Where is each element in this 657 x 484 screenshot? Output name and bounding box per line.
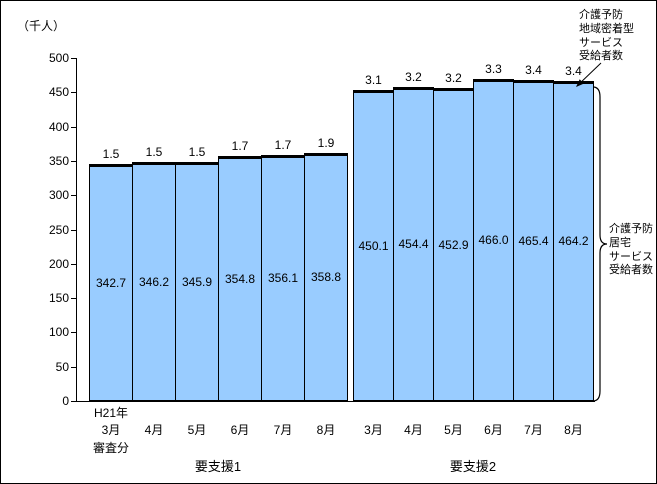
bar-segment-home-service [353,92,394,401]
x-axis-month-label: 7月 [524,423,543,437]
y-axis-tick-label: 250 [48,223,69,237]
x-axis-group-label: 要支援1 [194,459,242,474]
y-axis-tick-label: 400 [48,120,69,134]
bar-value-label-community: 3.2 [405,70,422,84]
bar-segment-community-service [393,87,434,89]
y-axis-tick-label: 0 [62,394,69,408]
bar-segment-community-service [473,79,514,81]
y-axis-tick-mark [71,92,76,93]
y-axis-tick-mark [71,298,76,299]
bar-value-label-home: 465.4 [518,233,549,248]
y-axis-tick-label: 450 [48,85,69,99]
bar-segment-community-service [218,156,262,158]
y-axis-tick-label: 300 [48,188,69,202]
bar-segment-community-service [433,88,474,90]
bar-value-label-community: 1.5 [145,145,163,159]
x-axis-line [76,401,595,402]
bar-value-label-home: 358.8 [310,270,342,284]
x-axis-month-label: 7月 [273,423,293,437]
x-axis-month-label: 4月 [404,423,423,437]
bar-value-label-community: 3.4 [565,64,582,78]
bar-value-label-home: 452.9 [438,237,469,252]
bar-value-label-community: 1.7 [231,139,249,153]
x-axis-month-label: 5月 [187,423,207,437]
y-axis-unit-label: （千人） [17,19,66,33]
bar-value-label-home: 454.4 [398,237,429,251]
x-axis-month-label: 5月 [444,423,463,437]
bar-segment-community-service [553,81,594,83]
bar-segment-home-service [132,164,176,401]
bar-value-label-community: 3.1 [365,73,382,87]
bar-segment-home-service [304,155,348,401]
bar-value-label-community: 3.3 [485,62,502,76]
annotation-home-service-recipients: 介護予防 居宅 サービス 受給者数 [609,223,653,277]
bar-segment-community-service [261,155,305,157]
bar-value-label-community: 1.7 [274,138,292,152]
y-axis-tick-label: 100 [48,325,69,339]
y-axis-tick-mark [71,367,76,368]
x-axis-month-label: 4月 [144,423,164,437]
bar-value-label-home: 346.2 [138,274,170,289]
y-axis-line [76,58,77,402]
bar-segment-community-service [89,164,133,166]
annotation-community-service-recipients: 介護予防 地域密着型 サービス 受給者数 [579,9,634,63]
y-axis-tick-mark [71,264,76,265]
bar-value-label-home: 354.8 [224,271,256,286]
x-axis-month-label: 8月 [564,423,583,437]
y-axis-tick-mark [71,127,76,128]
bar-value-label-community: 3.2 [445,71,462,85]
y-axis-tick-mark [71,161,76,162]
x-axis-month-label: 6月 [484,423,503,437]
bar-segment-community-service [132,162,176,164]
bar-value-label-community: 1.5 [188,145,206,159]
bar-segment-community-service [304,153,348,155]
bar-value-label-home: 464.2 [558,234,589,248]
y-axis-tick-label: 350 [48,154,69,168]
bar-segment-community-service [513,80,554,82]
y-axis-tick-mark [71,58,76,59]
y-axis-tick-mark [71,401,76,402]
y-axis-tick-label: 500 [48,51,69,65]
x-axis-note-label: 審査分 [92,441,129,455]
bar-value-label-community: 3.4 [525,63,542,77]
bar-segment-home-service [393,89,434,401]
bar-value-label-community: 1.9 [317,136,335,150]
y-axis-tick-label: 150 [48,291,69,305]
bar-value-label-home: 450.1 [358,238,389,253]
bar-segment-home-service [261,157,305,401]
x-axis-month-label: 3月 [101,423,121,437]
y-axis-tick-mark [71,195,76,196]
y-axis-tick-label: 50 [55,360,69,374]
x-axis-year-label: H21年 [93,406,128,420]
bar-value-label-home: 356.1 [267,271,299,285]
bar-segment-home-service [513,82,554,401]
bar-value-label-home: 466.0 [478,233,509,247]
x-axis-month-label: 6月 [230,423,250,437]
bar-value-label-community: 1.5 [102,147,120,161]
x-axis-month-label: 3月 [364,423,383,437]
bar-segment-community-service [353,90,394,92]
bar-segment-home-service [175,164,219,401]
y-axis-tick-mark [71,332,76,333]
x-axis-month-label: 8月 [316,423,336,437]
bar-segment-community-service [175,162,219,164]
bar-value-label-home: 342.7 [95,275,127,290]
x-axis-group-label: 要支援2 [449,459,497,474]
bar-value-label-home: 345.9 [181,274,213,289]
y-axis-tick-label: 200 [48,257,69,271]
bar-segment-home-service [433,90,474,401]
bar-segment-home-service [473,81,514,401]
y-axis-tick-mark [71,230,76,231]
